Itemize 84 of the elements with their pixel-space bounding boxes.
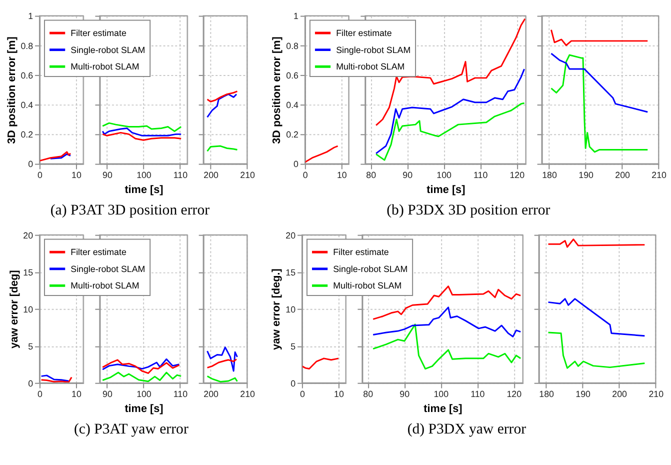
y-tick-label: 15 bbox=[286, 267, 296, 278]
y-tick-label: 0 bbox=[290, 378, 296, 388]
x-tick-label: 210 bbox=[240, 170, 256, 180]
y-tick-label: 20 bbox=[23, 230, 34, 240]
y-tick-label: 5 bbox=[28, 341, 34, 352]
y-axis-title: yaw error [deg.] bbox=[270, 268, 283, 350]
y-tick-label: 20 bbox=[286, 230, 296, 240]
x-tick-label: 190 bbox=[578, 170, 594, 180]
x-tick-label: 0 bbox=[37, 170, 42, 180]
x-tick-label: 120 bbox=[506, 389, 522, 400]
x-axis-title: time [s] bbox=[424, 402, 462, 415]
x-tick-label: 110 bbox=[173, 389, 188, 400]
text: (a) P3AT 3D position error bbox=[50, 202, 210, 219]
x-tick-label: 10 bbox=[334, 389, 344, 400]
legend-label: Multi-robot SLAM bbox=[70, 62, 140, 72]
x-axis-title: time [s] bbox=[124, 184, 164, 196]
x-tick-label: 90 bbox=[102, 170, 112, 180]
x-tick-label: 80 bbox=[363, 389, 374, 400]
x-axis-title: time [s] bbox=[426, 184, 466, 196]
x-tick-label: 180 bbox=[542, 170, 557, 180]
x-tick-label: 110 bbox=[474, 170, 488, 180]
x-tick-label: 100 bbox=[136, 389, 152, 400]
x-tick-label: 210 bbox=[240, 389, 256, 400]
x-tick-label: 210 bbox=[648, 389, 664, 400]
x-tick-label: 190 bbox=[576, 389, 591, 400]
legend-label: Single-robot SLAM bbox=[336, 44, 411, 55]
text: (c) P3AT yaw error bbox=[74, 422, 188, 438]
line-series bbox=[302, 358, 340, 370]
y-axis-title: 3D position error [m] bbox=[6, 36, 18, 144]
x-tick-label: 210 bbox=[652, 170, 667, 180]
y-tick-label: 0 bbox=[28, 159, 34, 170]
x-tick-label: 110 bbox=[173, 170, 188, 180]
y-axis-title: 3D position error [m] bbox=[271, 36, 284, 144]
text: (d) P3DX yaw error bbox=[407, 422, 526, 438]
x-tick-label: 90 bbox=[402, 170, 413, 180]
x-tick-label: 10 bbox=[72, 170, 82, 180]
legend-label: Multi-robot SLAM bbox=[333, 280, 402, 291]
y-tick-label: 1 bbox=[28, 11, 34, 22]
y-tick-label: 5 bbox=[290, 341, 296, 352]
line-series bbox=[304, 145, 339, 164]
x-tick-label: 100 bbox=[136, 170, 152, 180]
y-tick-label: 10 bbox=[286, 304, 296, 314]
legend-label: Filter estimate bbox=[333, 247, 389, 258]
x-axis-title: time [s] bbox=[124, 402, 164, 415]
y-tick-label: 0.2 bbox=[286, 130, 299, 140]
y-tick-label: 0.8 bbox=[286, 40, 299, 51]
x-tick-label: 100 bbox=[434, 389, 449, 400]
x-tick-label: 120 bbox=[510, 170, 525, 180]
x-tick-label: 90 bbox=[400, 389, 410, 400]
x-tick-label: 110 bbox=[470, 389, 485, 400]
y-tick-label: 0 bbox=[294, 159, 299, 170]
x-tick-label: 200 bbox=[204, 170, 219, 180]
x-tick-label: 80 bbox=[366, 170, 376, 180]
legend-label: Filter estimate bbox=[336, 28, 392, 38]
y-tick-label: 10 bbox=[23, 304, 34, 314]
x-tick-label: 200 bbox=[204, 389, 219, 400]
legend-label: Single-robot SLAM bbox=[70, 264, 146, 274]
x-tick-label: 0 bbox=[37, 389, 42, 400]
legend-label: Multi-robot SLAM bbox=[70, 280, 140, 291]
legend-label: Single-robot SLAM bbox=[70, 44, 146, 55]
y-tick-label: 0.6 bbox=[286, 70, 299, 80]
x-tick-label: 180 bbox=[539, 389, 554, 400]
x-tick-label: 90 bbox=[102, 389, 112, 400]
y-axis-title: yaw error [deg] bbox=[8, 270, 20, 348]
y-tick-label: 0.6 bbox=[20, 70, 34, 80]
x-tick-label: 0 bbox=[302, 170, 308, 180]
y-tick-label: 0 bbox=[28, 378, 34, 388]
x-tick-label: 200 bbox=[615, 170, 630, 180]
x-tick-label: 100 bbox=[436, 170, 452, 180]
x-tick-label: 10 bbox=[72, 389, 82, 400]
legend-label: Filter estimate bbox=[70, 247, 126, 258]
line-series bbox=[39, 151, 72, 162]
text: (b) P3DX 3D position error bbox=[386, 202, 550, 219]
y-tick-label: 0.8 bbox=[20, 40, 34, 51]
x-tick-label: 200 bbox=[612, 389, 628, 400]
x-tick-label: 10 bbox=[336, 170, 347, 180]
y-tick-label: 1 bbox=[294, 11, 299, 22]
legend-label: Multi-robot SLAM bbox=[336, 62, 405, 72]
legend-label: Filter estimate bbox=[70, 28, 126, 38]
y-tick-label: 15 bbox=[23, 267, 34, 278]
y-tick-label: 0.2 bbox=[20, 130, 34, 140]
y-tick-label: 0.4 bbox=[20, 100, 34, 110]
legend-label: Single-robot SLAM bbox=[333, 264, 408, 274]
y-tick-label: 0.4 bbox=[286, 100, 299, 110]
